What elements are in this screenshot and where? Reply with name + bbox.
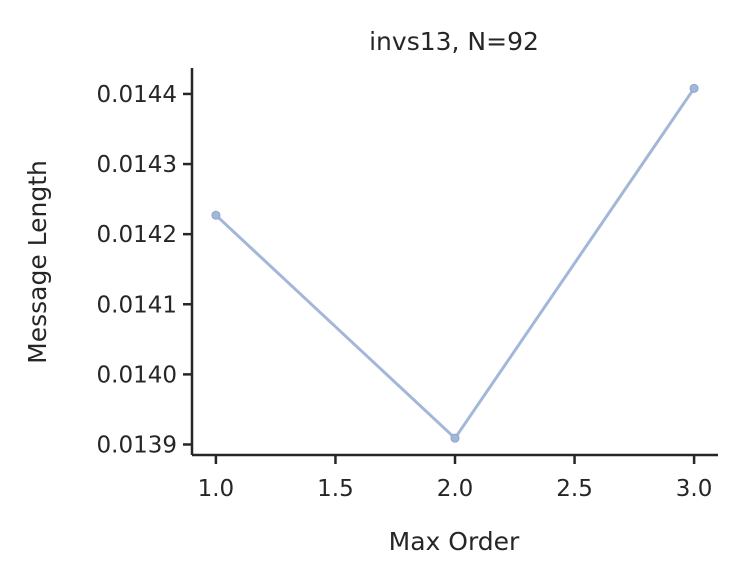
y-tick-label: 0.0143	[97, 152, 177, 178]
y-axis-ticks: 0.0139 0.0140 0.0141 0.0142 0.0143 0.0144	[97, 82, 192, 458]
series-layer	[211, 83, 699, 443]
data-point	[689, 83, 699, 93]
x-axis-ticks: 1.0 1.5 2.0 2.5 3.0	[198, 455, 713, 502]
chart-title: invs13, N=92	[369, 27, 539, 56]
x-tick-label: 2.0	[437, 476, 474, 502]
series-line	[214, 86, 696, 440]
x-tick-label: 3.0	[676, 476, 713, 502]
data-point	[450, 433, 460, 443]
x-tick-label: 2.5	[556, 476, 593, 502]
y-tick-label: 0.0144	[97, 82, 177, 108]
x-axis-label: Max Order	[389, 527, 520, 556]
x-tick-label: 1.5	[317, 476, 354, 502]
x-tick-label: 1.0	[198, 476, 235, 502]
y-tick-label: 0.0139	[97, 432, 177, 458]
y-tick-label: 0.0141	[97, 292, 177, 318]
y-tick-label: 0.0142	[97, 222, 177, 248]
y-axis-label: Message Length	[23, 160, 52, 364]
data-point	[211, 210, 221, 220]
plot-area: 1.0 1.5 2.0 2.5 3.0 0.0139 0.0140 0.0141 0.0142…	[97, 68, 718, 502]
y-tick-label: 0.0140	[97, 362, 177, 388]
